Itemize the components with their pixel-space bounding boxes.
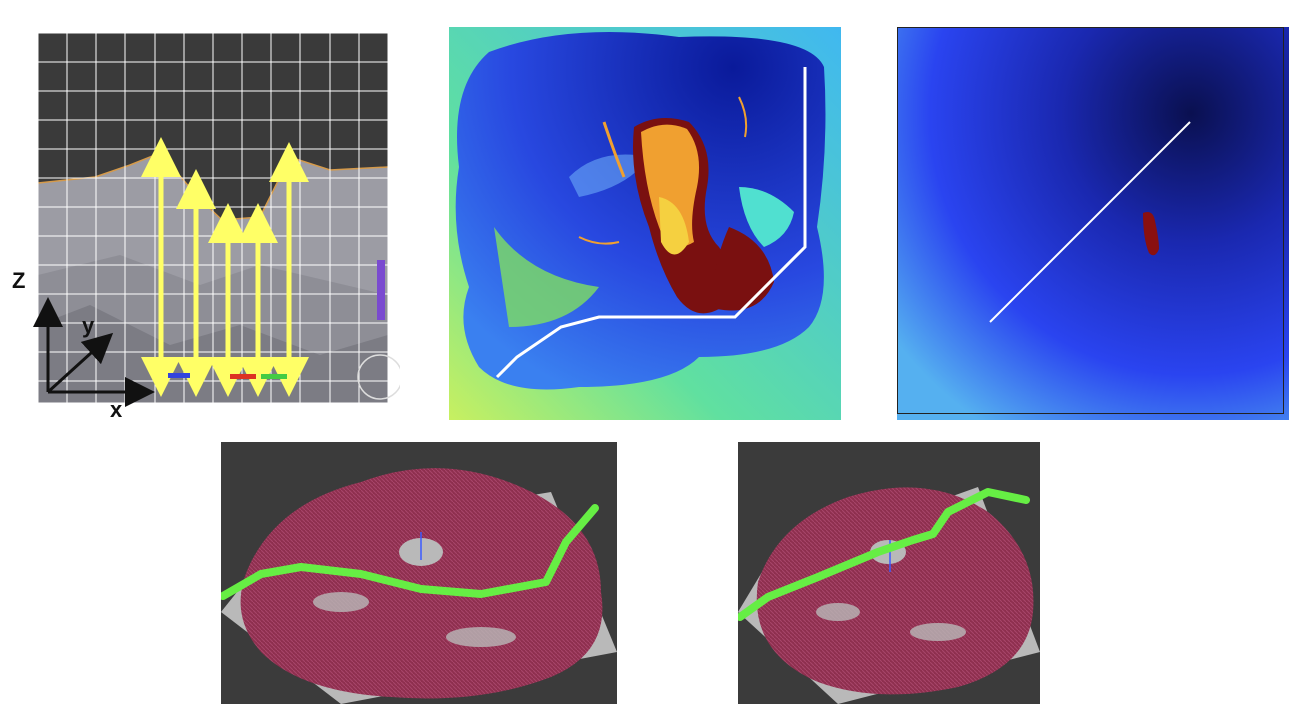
straight-path xyxy=(989,121,1191,323)
mesh-view-a-panel xyxy=(221,442,617,704)
height-arrows xyxy=(141,137,309,397)
y-axis-label: y xyxy=(82,313,95,338)
blue-base-marker xyxy=(168,373,190,378)
cost-map-path-panel xyxy=(449,27,841,420)
axis-triad xyxy=(33,297,155,407)
path-line xyxy=(221,504,599,600)
purple-marker xyxy=(377,260,385,320)
side-profile-panel: Z y x xyxy=(0,25,400,420)
mesh-view-b-panel xyxy=(738,442,1040,704)
z-axis-label: Z xyxy=(12,268,25,293)
cost-map-line-panel xyxy=(897,27,1289,420)
cost-map-gradient xyxy=(897,27,1289,420)
obstacle-blob xyxy=(1143,212,1159,256)
red-base-marker xyxy=(230,374,256,379)
x-axis-label: x xyxy=(110,397,123,420)
green-base-marker xyxy=(261,374,287,379)
planned-path xyxy=(495,67,807,379)
terrain-mesh xyxy=(756,487,1034,695)
path-line xyxy=(738,488,1030,621)
obstacle-hot xyxy=(641,124,700,247)
